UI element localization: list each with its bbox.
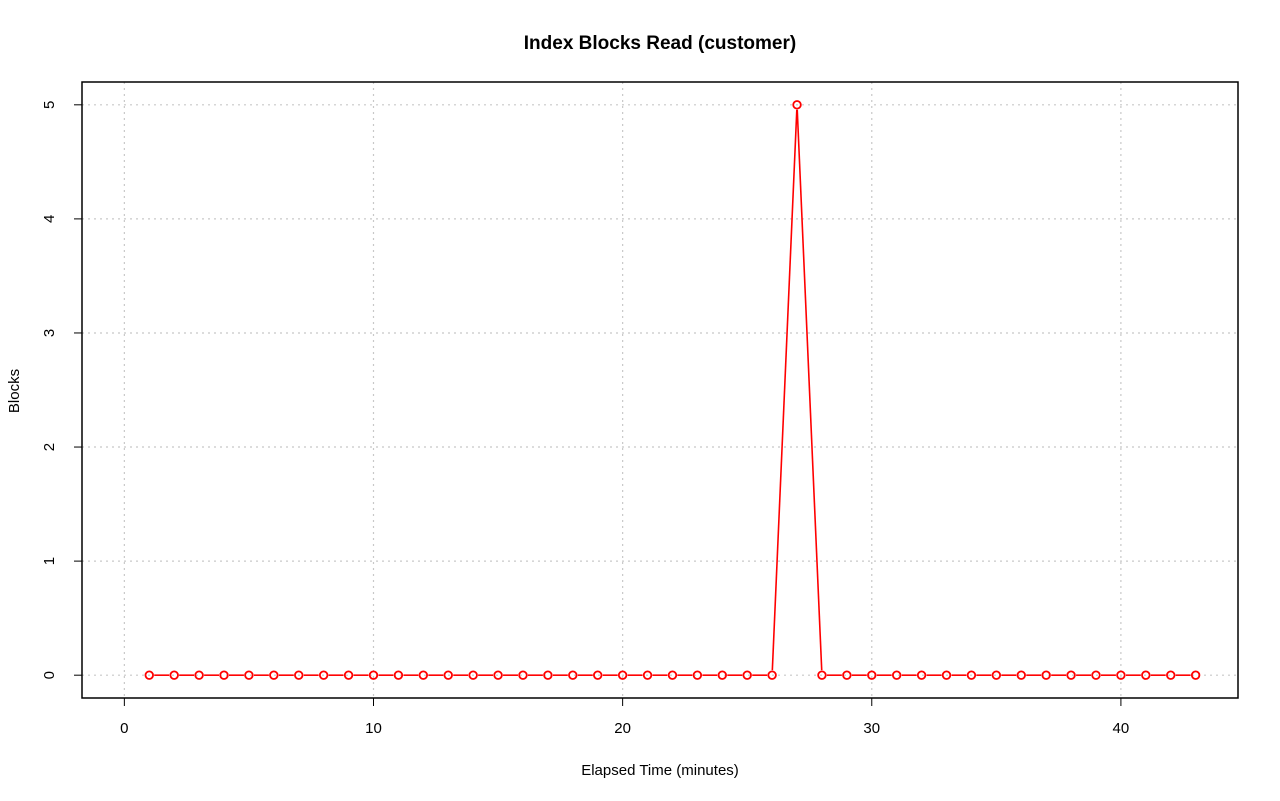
y-axis-label: Blocks <box>6 369 23 413</box>
data-point <box>443 670 453 680</box>
data-point <box>991 670 1002 680</box>
data-point <box>493 670 503 680</box>
data-point <box>1041 670 1051 680</box>
data-point <box>169 670 179 680</box>
series-points <box>144 100 1201 680</box>
data-point <box>418 670 429 680</box>
data-point <box>1066 670 1076 680</box>
data-point <box>817 670 827 680</box>
x-tick-label: 0 <box>120 720 128 737</box>
data-point <box>792 100 802 110</box>
grid <box>82 82 1238 698</box>
data-point <box>642 670 653 680</box>
data-point <box>1016 670 1026 680</box>
data-point <box>692 670 703 680</box>
data-point <box>842 670 852 680</box>
data-point <box>1116 670 1126 680</box>
data-point <box>867 670 877 680</box>
y-tick-label: 5 <box>41 101 58 109</box>
x-axis: 0 10 20 30 40 <box>120 697 1130 737</box>
data-point <box>194 670 204 680</box>
data-point <box>294 670 304 680</box>
chart-title: Index Blocks Read (customer) <box>524 33 796 54</box>
x-tick-label: 20 <box>614 720 631 737</box>
data-point <box>717 670 727 680</box>
series-line-group <box>154 109 1191 676</box>
data-point <box>468 670 478 680</box>
y-tick-label: 3 <box>41 329 58 337</box>
data-point <box>393 670 404 680</box>
series-segment <box>771 109 798 671</box>
data-point <box>318 670 329 680</box>
data-point <box>543 670 553 680</box>
data-point <box>593 670 603 680</box>
data-point <box>368 670 379 680</box>
y-tick-label: 1 <box>41 557 58 565</box>
data-point <box>742 670 752 680</box>
x-tick-label: 30 <box>863 720 880 737</box>
data-point <box>891 670 902 680</box>
data-point <box>1190 670 1201 680</box>
data-point <box>568 670 578 680</box>
data-point <box>667 670 678 680</box>
data-point <box>916 670 927 680</box>
data-point <box>1091 670 1101 680</box>
x-tick-label: 40 <box>1113 720 1130 737</box>
data-point <box>518 670 528 680</box>
plot-frame <box>81 81 1239 699</box>
data-point <box>1166 670 1176 680</box>
data-point <box>343 670 354 680</box>
data-point <box>617 670 628 680</box>
data-point <box>1141 670 1151 680</box>
series-segment <box>796 109 823 671</box>
data-point <box>767 670 777 680</box>
y-tick-label: 0 <box>41 671 58 679</box>
x-axis-label: Elapsed Time (minutes) <box>581 762 739 779</box>
data-point <box>269 670 279 680</box>
y-tick-label: 4 <box>41 215 58 223</box>
y-tick-label: 2 <box>41 443 58 451</box>
y-axis: 0 1 2 3 4 5 <box>41 101 83 679</box>
data-point <box>219 670 229 680</box>
data-point <box>244 670 254 680</box>
x-tick-label: 10 <box>365 720 382 737</box>
data-point <box>941 670 952 680</box>
data-point <box>144 670 154 680</box>
data-point <box>966 670 977 680</box>
